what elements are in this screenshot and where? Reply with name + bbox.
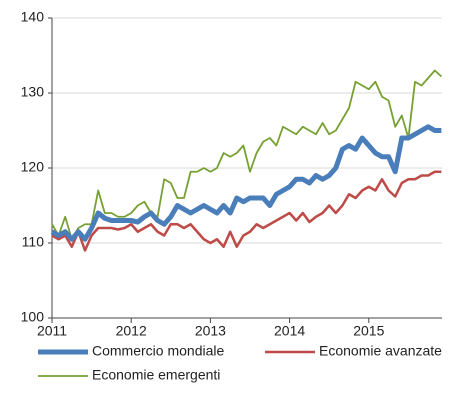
x-tick-label: 2015 xyxy=(353,323,384,339)
y-tick-label: 100 xyxy=(21,309,45,325)
x-tick-label: 2011 xyxy=(37,323,67,339)
legend-label: Economie emergenti xyxy=(92,367,220,383)
y-tick-label: 110 xyxy=(22,234,45,250)
x-tick-label: 2014 xyxy=(274,323,305,339)
series-line xyxy=(51,170,442,252)
x-tick-label: 2013 xyxy=(195,323,226,339)
series-line xyxy=(51,69,443,241)
y-tick-label: 120 xyxy=(21,159,45,175)
y-tick-label: 140 xyxy=(21,9,45,25)
x-tick-label: 2012 xyxy=(116,323,147,339)
series-line xyxy=(50,124,442,242)
y-tick-label: 130 xyxy=(21,84,45,100)
legend-label: Commercio mondiale xyxy=(92,343,224,359)
legend-label: Economie avanzate xyxy=(319,343,442,359)
